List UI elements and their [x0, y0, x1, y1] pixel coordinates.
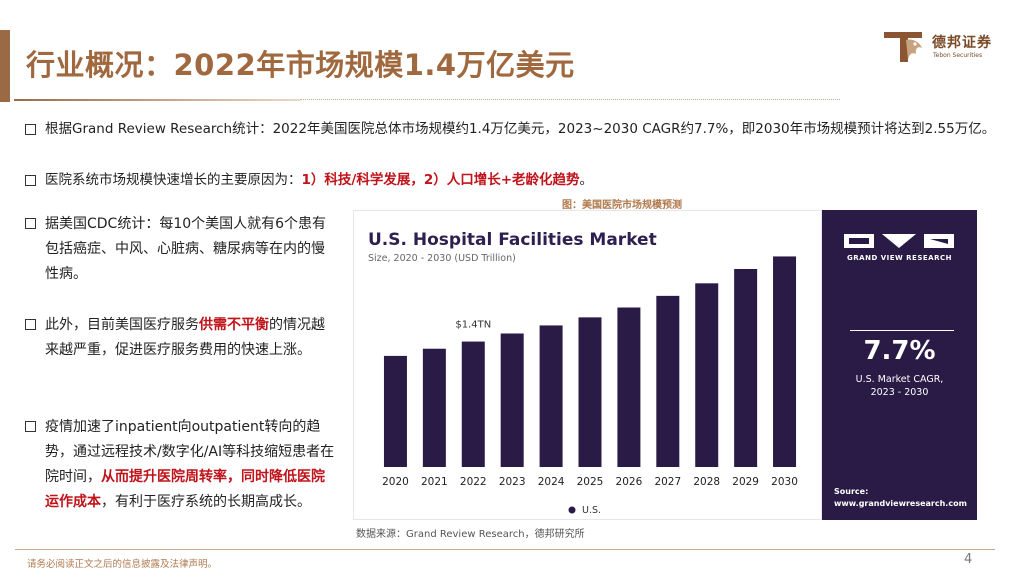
cagr-label: U.S. Market CAGR, 2023 - 2030: [855, 374, 944, 398]
bullet-market-size: 根据Grand Review Research统计：2022年美国医院总体市场规…: [25, 118, 1015, 140]
checkbox-bullet-icon: [25, 319, 36, 330]
x-tick-label: 2020: [382, 476, 409, 488]
title-underline: [14, 99, 300, 101]
bullet-text-suffix: ，有利于医疗系统的长期高成长。: [101, 494, 311, 510]
bar-2030: [773, 256, 797, 467]
bar-2024: [539, 325, 563, 467]
title-dotted-rule: [300, 99, 840, 100]
title-accent-bar: [0, 30, 10, 102]
x-tick-label: 2022: [460, 476, 487, 488]
checkbox-bullet-icon: [25, 124, 36, 135]
bar-2028: [695, 283, 719, 467]
side-panel-brand: GRAND VIEW RESEARCH: [847, 254, 952, 262]
bullet-text-suffix: 。: [579, 172, 594, 188]
bullet-text-prefix: 医院系统市场规模快速增长的主要原因为：: [45, 172, 302, 188]
x-tick-label: 2021: [421, 476, 448, 488]
chart-title: U.S. Hospital Facilities Market: [368, 230, 657, 250]
cagr-value: 7.7%: [863, 336, 936, 366]
logo-english-name: Tebon Securities: [933, 52, 983, 59]
footer-rule: [15, 549, 995, 550]
source-label: Source:: [834, 487, 869, 496]
x-tick-label: 2024: [538, 476, 565, 488]
grand-view-research-logo-icon: [844, 234, 954, 248]
x-tick-label: 2026: [616, 476, 643, 488]
tebon-logo-icon: [882, 28, 926, 66]
figure-caption: 图：美国医院市场规模预测: [562, 200, 682, 211]
bullet-cdc-statistic: 据美国CDC统计：每10个美国人就有6个患有包括癌症、中风、心脏病、糖尿病等在内…: [25, 212, 335, 287]
chart-subtitle: Size, 2020 - 2030 (USD Trillion): [368, 253, 516, 264]
bullet-text-prefix: 此外，目前美国医疗服务: [45, 317, 199, 333]
bullet-growth-reasons: 医院系统市场规模快速增长的主要原因为：1）科技/科学发展，2）人口增长+老龄化趋…: [25, 169, 1015, 191]
bullet-text: 此外，目前美国医疗服务供需不平衡的情况越来越严重，促进医疗服务费用的快速上涨。: [45, 313, 335, 363]
x-tick-label: 2030: [771, 476, 798, 488]
bar-2020: [383, 355, 407, 467]
x-tick-label: 2029: [732, 476, 759, 488]
checkbox-bullet-icon: [25, 175, 36, 186]
bullet-text: 据美国CDC统计：每10个美国人就有6个患有包括癌症、中风、心脏病、糖尿病等在内…: [45, 216, 327, 282]
checkbox-bullet-icon: [25, 218, 36, 229]
chart-panel: U.S. Hospital Facilities Market Size, 20…: [353, 210, 822, 520]
bar-2029: [734, 268, 758, 467]
bullet-highlight: 从而提升医院周转率，同时降低医院运作成本: [45, 469, 325, 510]
bar-2023: [500, 333, 524, 467]
bar-chart: 2020 2021 2022 2023 2024 2025 2026 2027 2028 2029…: [382, 256, 798, 516]
bullet-supply-demand: 此外，目前美国医疗服务供需不平衡的情况越来越严重，促进医疗服务费用的快速上涨。: [25, 313, 335, 363]
legend-label: U.S.: [582, 505, 601, 516]
bullet-text-prefix: 疫情加速了inpatient向outpatient转向的趋势，通过远程技术/数字…: [45, 419, 335, 485]
x-tick-label: 2025: [577, 476, 604, 488]
page-title: 行业概况：2022年市场规模1.4万亿美元: [26, 48, 575, 82]
x-tick-label: 2028: [693, 476, 720, 488]
data-label: $1.4TN: [455, 320, 491, 331]
checkbox-bullet-icon: [25, 421, 36, 432]
source-url: www.grandviewresearch.com: [834, 499, 967, 508]
data-source-note: 数据来源：Grand Review Research，德邦研究所: [356, 529, 585, 540]
bullet-highlight: 1）科技/科学发展，2）人口增长+老龄化趋势: [301, 172, 580, 188]
footer-disclaimer: 请务必阅读正文之后的信息披露及法律声明。: [27, 559, 218, 570]
bar-2021: [422, 348, 446, 467]
logo-chinese-name: 德邦证券: [932, 35, 992, 51]
legend-marker: [568, 506, 576, 514]
page-number: 4: [964, 552, 973, 567]
bar-2027: [656, 295, 680, 467]
bullet-highlight: 供需不平衡: [199, 317, 269, 333]
x-tick-label: 2027: [654, 476, 681, 488]
bar-2025: [578, 317, 602, 467]
chart-side-panel: GRAND VIEW RESEARCH 7.7% U.S. Market CAG…: [822, 210, 977, 520]
bullet-text: 根据Grand Review Research统计：2022年美国医院总体市场规…: [45, 121, 996, 137]
bullet-text: 医院系统市场规模快速增长的主要原因为：1）科技/科学发展，2）人口增长+老龄化趋…: [45, 169, 1015, 191]
bullet-outpatient-shift: 疫情加速了inpatient向outpatient转向的趋势，通过远程技术/数字…: [25, 415, 335, 515]
bar-2026: [617, 307, 641, 467]
bullet-text-suffix: 的情况越来越严重，促进医疗服务费用的快速上涨。: [45, 317, 325, 358]
bullet-text: 疫情加速了inpatient向outpatient转向的趋势，通过远程技术/数字…: [45, 415, 335, 515]
bar-2022: [461, 341, 485, 467]
side-panel-source: Source: www.grandviewresearch.com: [834, 486, 967, 510]
cagr-divider: [850, 330, 954, 331]
x-tick-label: 2023: [499, 476, 526, 488]
company-logo: 德邦证券 Tebon Securities: [882, 28, 1002, 68]
